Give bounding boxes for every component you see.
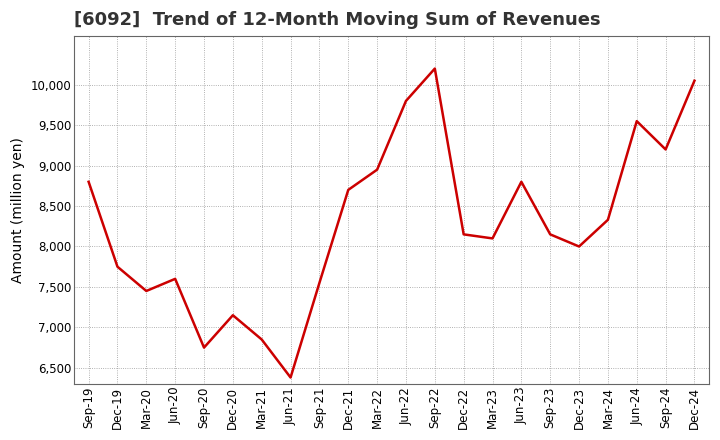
Y-axis label: Amount (million yen): Amount (million yen) [11,137,25,283]
Text: [6092]  Trend of 12-Month Moving Sum of Revenues: [6092] Trend of 12-Month Moving Sum of R… [74,11,600,29]
